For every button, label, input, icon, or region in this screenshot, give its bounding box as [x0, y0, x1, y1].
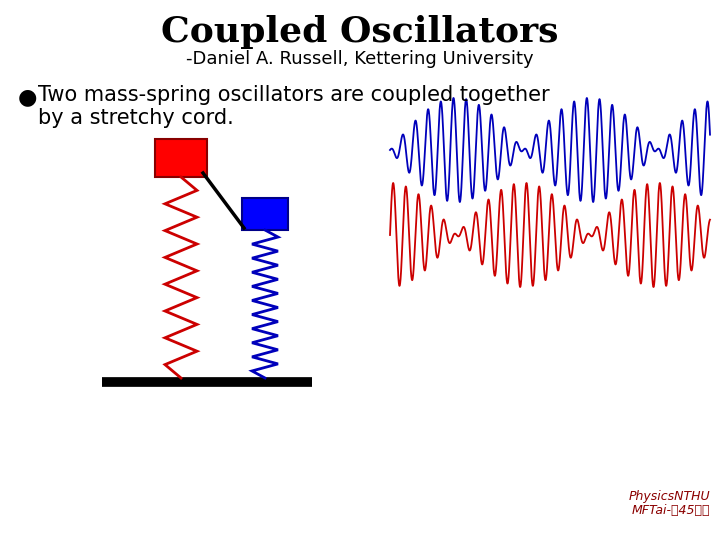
- Text: MFTai-戔45明鵬: MFTai-戔45明鵬: [631, 504, 710, 517]
- Text: by a stretchy cord.: by a stretchy cord.: [38, 108, 234, 128]
- Bar: [155, 139, 207, 177]
- Text: Coupled Oscillators: Coupled Oscillators: [161, 15, 559, 49]
- Text: Two mass-spring oscillators are coupled together: Two mass-spring oscillators are coupled …: [38, 85, 549, 105]
- Text: ●: ●: [18, 87, 37, 107]
- Text: -Daniel A. Russell, Kettering University: -Daniel A. Russell, Kettering University: [186, 50, 534, 68]
- Text: PhysicsNTHU: PhysicsNTHU: [629, 490, 710, 503]
- Bar: [242, 198, 288, 230]
